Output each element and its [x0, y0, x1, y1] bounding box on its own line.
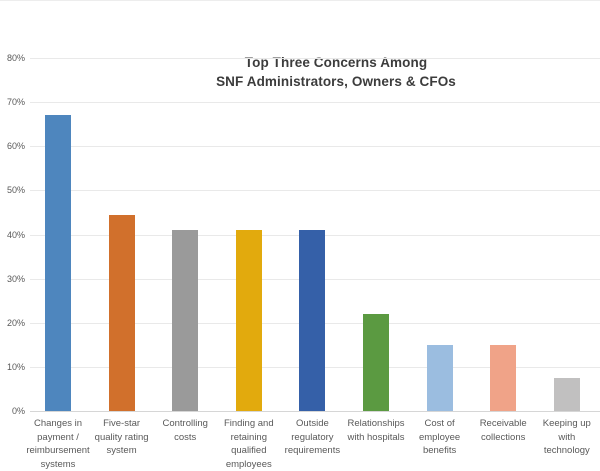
chart-title-line-1: Top Three Concerns Among — [244, 55, 428, 70]
x-axis-label-relationships-with-hospitals: Relationships with hospitals — [334, 417, 418, 444]
x-axis-label-line: reimbursement — [26, 445, 90, 456]
x-axis-label-line: Five-star — [103, 418, 141, 429]
x-axis-label-line: Finding and — [223, 418, 274, 429]
y-axis-tick-20pct: 20% — [6, 317, 25, 328]
x-axis-label-line: Controlling — [162, 418, 208, 429]
x-axis-label-five-star-quality-rating-system: Five-star quality rating system — [80, 417, 164, 458]
y-axis-tick-30pct: 30% — [6, 273, 25, 284]
y-axis-tick-70pct: 70% — [6, 97, 25, 108]
x-axis-label-line: regulatory — [291, 431, 334, 443]
x-axis-label-line: employees — [225, 458, 272, 470]
y-axis-tick-60pct: 60% — [6, 141, 25, 152]
x-axis-label-outside-regulatory-requirements: Outside regulatory requirements — [270, 417, 354, 458]
y-axis-tick-10pct: 10% — [6, 361, 25, 372]
x-axis-label-line: Relationships — [347, 418, 405, 429]
x-axis-label-finding-and-retaining-qualified-employees: Finding and retaining qualified employees — [207, 417, 291, 471]
x-axis-label-line: system — [106, 445, 137, 456]
x-axis-label-controlling-costs: Controlling costs — [143, 417, 227, 444]
x-axis-label-line: Keeping up — [542, 418, 591, 429]
bar-five-star-quality-rating-system — [108, 214, 135, 411]
x-axis-label-line: costs — [174, 431, 197, 443]
chart-title-line-2: SNF Administrators, Owners & CFOs — [216, 74, 456, 89]
x-axis-label-line: systems — [40, 458, 76, 470]
bar-keeping-up-with-technology — [553, 377, 580, 411]
bar-outside-regulatory-requirements — [299, 230, 326, 411]
x-axis-label-line: Cost of — [424, 418, 455, 429]
y-axis-tick-50pct: 50% — [6, 185, 25, 196]
x-axis-label-line: retaining — [230, 431, 268, 443]
x-axis-label-line: employee — [418, 431, 461, 443]
gridline-80pct — [30, 58, 600, 59]
gridline-50pct — [30, 190, 600, 192]
x-axis-label-line: payment / — [37, 431, 79, 443]
x-axis-label-line: technology — [543, 445, 590, 456]
x-axis-label-line: Outside — [296, 418, 329, 429]
gridline-0pct — [30, 411, 600, 412]
x-axis-label-line: qualified — [231, 445, 267, 456]
bar-controlling-costs — [172, 230, 199, 411]
bar-finding-and-retaining-qualified-employees — [235, 230, 262, 411]
x-axis-label-changes-in-payment-reimbursement-systems: Changes in payment / reimbursement systems — [16, 417, 100, 471]
gridline-70pct — [30, 102, 600, 104]
x-axis-label-receivable-collections: Receivable collections — [461, 417, 545, 444]
x-axis-label-cost-of-employee-benefits: Cost of employee benefits — [398, 417, 482, 458]
y-axis-tick-80pct: 80% — [6, 53, 25, 63]
x-axis-label-line: quality rating — [94, 431, 149, 443]
x-axis-label-line: benefits — [422, 445, 457, 456]
x-axis-label-line: Receivable — [479, 418, 527, 429]
y-axis-tick-0pct: 0% — [11, 406, 25, 416]
x-axis-label-line: requirements — [284, 445, 341, 456]
bar-cost-of-employee-benefits — [426, 344, 453, 411]
x-axis-label-line: Changes in — [33, 418, 83, 429]
x-axis-label-line: collections — [481, 431, 526, 443]
gridline-60pct — [30, 146, 600, 148]
x-axis-label-keeping-up-with-technology: Keeping up with technology — [525, 417, 600, 458]
x-axis-label-line: with hospitals — [347, 431, 405, 443]
x-axis-label-line: with — [558, 431, 576, 443]
bar-relationships-with-hospitals — [363, 313, 389, 411]
bar-receivable-collections — [490, 344, 517, 411]
bar-changes-in-payment-reimbursement-systems — [45, 115, 71, 411]
y-axis-tick-40pct: 40% — [6, 229, 25, 240]
